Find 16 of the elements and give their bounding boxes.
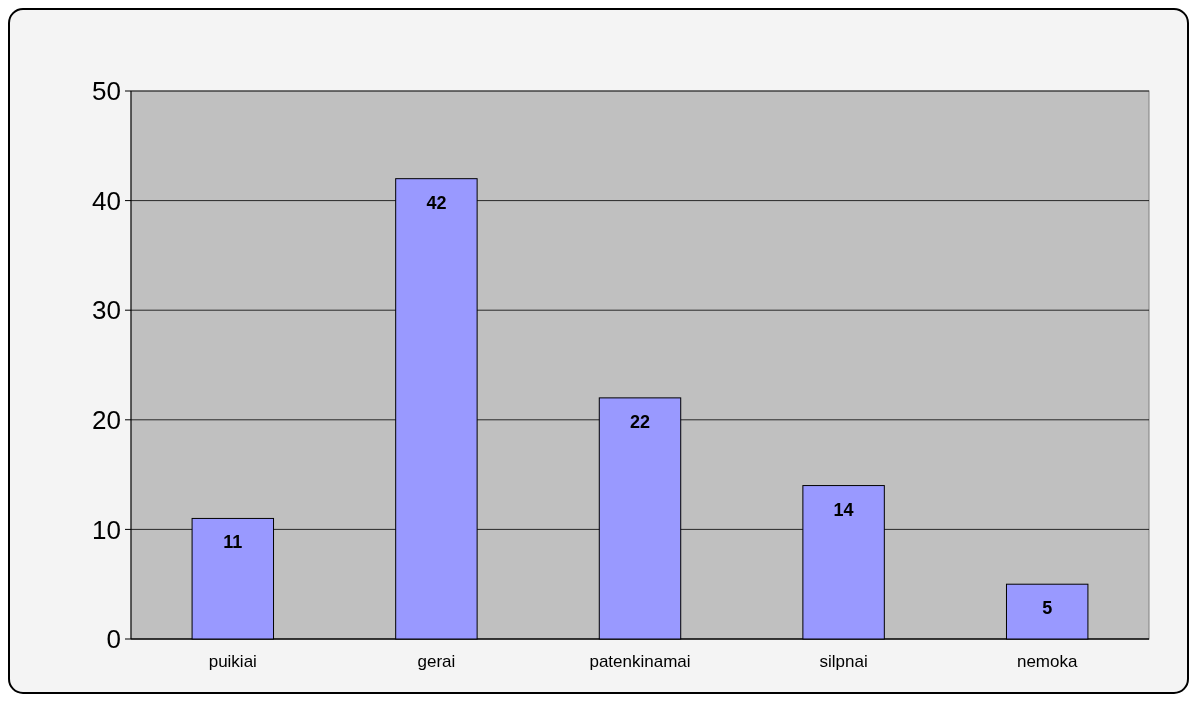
data-label: 22 — [629, 411, 651, 432]
y-tick-label: 40 — [92, 185, 121, 216]
y-tick-label: 30 — [92, 295, 121, 326]
data-label: 42 — [426, 192, 447, 213]
y-tick-label: 10 — [92, 514, 121, 545]
y-tick-label: 0 — [106, 624, 121, 655]
data-label: 5 — [1042, 598, 1053, 619]
data-label: 14 — [833, 499, 854, 520]
y-tick-label: 20 — [92, 404, 121, 435]
x-tick-label: patenkinamai — [589, 652, 691, 671]
x-tick-label: gerai — [417, 652, 456, 671]
y-tick-label: 50 — [92, 76, 121, 107]
data-label: 11 — [223, 532, 243, 553]
x-tick-label: silpnai — [819, 652, 868, 671]
x-tick-label: nemoka — [1016, 652, 1078, 671]
x-tick-label: puikiai — [208, 652, 257, 671]
